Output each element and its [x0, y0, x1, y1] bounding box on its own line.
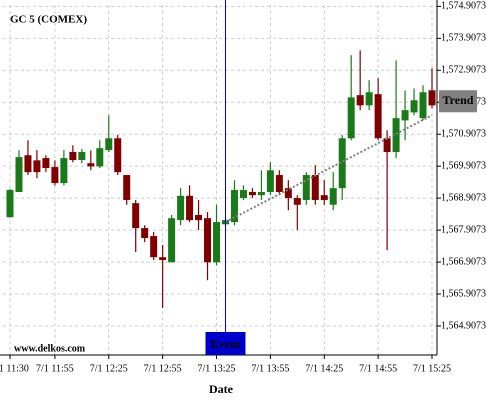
candle-body	[51, 167, 59, 184]
candle-body	[356, 95, 364, 106]
candle-body	[213, 222, 221, 263]
candle-body	[96, 148, 104, 167]
event-label-box	[205, 332, 246, 355]
x-tick-label: 7/1 15:25	[413, 363, 451, 374]
candle-body	[42, 158, 50, 169]
candle-body	[383, 138, 391, 153]
trend-label: Trend	[443, 93, 474, 107]
candle-body	[293, 198, 301, 205]
candle-body	[33, 160, 41, 173]
x-tick-label: 7/1 14:25	[305, 363, 343, 374]
x-tick-label: 7/1 13:55	[251, 363, 289, 374]
x-tick-label: 7/1 12:25	[90, 363, 128, 374]
candle-body	[159, 257, 167, 261]
candle-body	[15, 157, 23, 192]
candle-body	[248, 191, 256, 196]
x-tick-label: 7/1 13:25	[197, 363, 235, 374]
y-tick-label: 1,567.9073	[441, 224, 486, 235]
candle-body	[428, 90, 436, 106]
candle-body	[123, 175, 131, 200]
y-tick-label: 1,572.9073	[441, 65, 486, 76]
candle-body	[410, 100, 418, 113]
candle-body	[302, 175, 310, 200]
candle-body	[347, 97, 355, 139]
y-tick-label: 1,566.9073	[441, 256, 486, 267]
y-tick-label: 1,564.9073	[441, 320, 486, 331]
candle-body	[266, 170, 274, 192]
trend-line	[225, 114, 433, 223]
candle-body	[275, 175, 283, 192]
y-tick-label: 1,574.9073	[441, 1, 486, 12]
candle-body	[114, 138, 122, 173]
candle-body	[6, 190, 14, 218]
x-tick-label: 7/1 11:55	[36, 363, 74, 374]
trend-label-box	[439, 90, 477, 113]
candle-body	[78, 152, 86, 161]
x-tick-label: 7/1 11:30	[0, 363, 29, 374]
candle-body	[87, 163, 95, 167]
candle-body	[150, 236, 158, 258]
x-tick-label: 7/1 14:55	[359, 363, 397, 374]
candle-body	[69, 152, 77, 161]
y-tick-label: 1,573.9073	[441, 33, 486, 44]
candle-body	[284, 188, 292, 199]
candle-body	[329, 188, 337, 205]
y-tick-label: 1,565.9073	[441, 288, 486, 299]
candle-body	[168, 218, 176, 263]
candle-body	[195, 215, 203, 221]
candle-body	[230, 190, 238, 223]
candle-body	[365, 92, 373, 106]
candle-body	[177, 195, 185, 221]
candle-body	[132, 203, 140, 229]
candle-body	[105, 138, 113, 151]
candle-body	[320, 195, 328, 200]
event-label: Event	[210, 337, 240, 351]
candle-body	[374, 94, 382, 139]
candle-body	[311, 175, 319, 200]
chart-title: GC 5 (COMEX)	[10, 14, 87, 26]
candle-body	[60, 158, 68, 184]
candle-body	[141, 228, 149, 239]
candle-body	[204, 218, 212, 263]
candle-body	[392, 118, 400, 153]
candle-body	[401, 110, 409, 121]
candle-body	[239, 190, 247, 199]
candle-body	[186, 195, 194, 221]
candle-body	[419, 92, 427, 119]
x-axis-title: Date	[209, 382, 234, 396]
y-tick-label: 1,568.9073	[441, 192, 486, 203]
candle-body	[257, 191, 265, 196]
x-tick-label: 7/1 12:55	[144, 363, 182, 374]
watermark: www.delkos.com	[14, 343, 86, 354]
candle-body	[338, 138, 346, 189]
y-tick-label: 1,570.9073	[441, 129, 486, 140]
candle-body	[24, 155, 32, 173]
y-tick-label: 1,569.9073	[441, 160, 486, 171]
